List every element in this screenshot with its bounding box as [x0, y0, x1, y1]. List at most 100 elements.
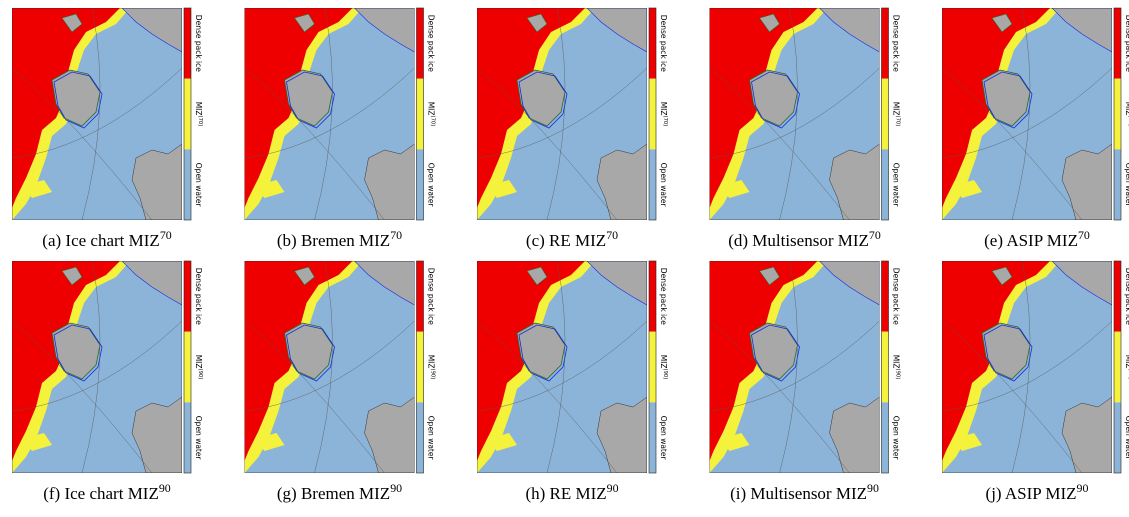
colorbar-label: Dense pack ice [194, 15, 203, 72]
colorbar-dense [1114, 8, 1121, 79]
caption-letter: (f) [43, 484, 60, 503]
caption-title: Multisensor MIZ [750, 484, 867, 503]
colorbar-label: Dense pack ice [659, 15, 668, 72]
map-image [477, 261, 647, 473]
colorbar-dense [882, 261, 889, 332]
panel: Dense pack ice MIZ(70) Open water (d) Multi… [710, 8, 901, 250]
map-image [12, 261, 182, 473]
colorbar-dense [882, 8, 889, 79]
colorbar-label-sup: (70) [197, 116, 203, 127]
colorbar-label-text: Open water [427, 163, 436, 208]
caption-title: Bremen MIZ [301, 484, 390, 503]
colorbar-label: Dense pack ice [194, 268, 203, 325]
colorbar-open [417, 149, 424, 220]
colorbar-label-text: Dense pack ice [1124, 15, 1129, 72]
caption-letter: (g) [277, 484, 297, 503]
map-image [942, 261, 1112, 473]
panel: Dense pack ice MIZ(90) Open water (j) ASIP … [942, 261, 1129, 503]
caption: (d) Multisensor MIZ70 [728, 228, 881, 250]
caption-sup: 70 [390, 228, 402, 242]
colorbar-label-text: Dense pack ice [1124, 268, 1129, 325]
colorbar-label: Dense pack ice [659, 268, 668, 325]
colorbar-label-text: Dense pack ice [659, 268, 668, 325]
caption-letter: (d) [728, 231, 748, 250]
caption-letter: (a) [42, 231, 61, 250]
colorbar-label: MIZ(70) [194, 102, 203, 127]
colorbar-label: Dense pack ice [892, 15, 901, 72]
caption-sup: 70 [1078, 228, 1090, 242]
colorbar-label: Dense pack ice [427, 15, 436, 72]
colorbar-label-text: MIZ [1124, 355, 1129, 369]
caption-title: Ice chart MIZ [65, 231, 159, 250]
caption-title: Multisensor MIZ [752, 231, 869, 250]
colorbar-miz [184, 79, 191, 150]
map-image [245, 8, 415, 220]
colorbar-label-text: MIZ [659, 355, 668, 369]
caption: (b) Bremen MIZ70 [277, 228, 402, 250]
colorbar-open [184, 402, 191, 473]
colorbar-open [649, 149, 656, 220]
colorbar-label-text: Open water [1124, 416, 1129, 461]
panel: Dense pack iceMIZ(90)Open water(f) Ice c… [12, 261, 203, 503]
colorbar-dense [417, 8, 424, 79]
figure: Dense pack iceMIZ(70)Open water(a) Ice c… [0, 0, 1129, 512]
caption-title: ASIP MIZ [1005, 484, 1077, 503]
colorbar-label-text: Open water [427, 416, 436, 461]
caption-title: RE MIZ [549, 231, 606, 250]
colorbar-miz [649, 79, 656, 150]
caption: (a) Ice chart MIZ70 [42, 228, 171, 250]
caption: (g) Bremen MIZ90 [277, 481, 402, 503]
colorbar-label-sup: (70) [895, 116, 901, 127]
colorbar-dense [1114, 261, 1121, 332]
colorbar-label-text: Dense pack ice [427, 15, 436, 72]
colorbar-label: MIZ(70) [659, 102, 668, 127]
colorbar-label-text: Open water [194, 163, 203, 208]
colorbar-label-sup: (90) [662, 369, 668, 380]
caption-letter: (j) [986, 484, 1002, 503]
colorbar-label: Open water [892, 416, 901, 461]
colorbar-label: Open water [659, 416, 668, 461]
colorbar-label: Open water [194, 163, 203, 208]
caption-title: ASIP MIZ [1006, 231, 1078, 250]
colorbar-miz [417, 332, 424, 403]
colorbar-label-text: MIZ [892, 355, 901, 369]
caption: (e) ASIP MIZ70 [984, 228, 1090, 250]
colorbar-open [882, 402, 889, 473]
colorbar-label: MIZ(90) [659, 355, 668, 380]
colorbar-label-text: MIZ [892, 102, 901, 116]
map-image [477, 8, 647, 220]
colorbar-label: Open water [1124, 163, 1129, 208]
colorbar-dense [184, 261, 191, 332]
panel: Dense pack iceMIZ(90)Open water(g) Breme… [245, 261, 436, 503]
colorbar-label: Dense pack ice [427, 268, 436, 325]
colorbar-label: Open water [659, 163, 668, 208]
map-image [12, 8, 182, 220]
colorbar-dense [417, 261, 424, 332]
colorbar-label: MIZ(70) [1124, 102, 1129, 127]
caption-letter: (h) [525, 484, 545, 503]
colorbar-miz [417, 79, 424, 150]
colorbar-label-sup: (70) [662, 116, 668, 127]
colorbar-label: Open water [427, 163, 436, 208]
colorbar-label-text: MIZ [427, 102, 436, 116]
colorbar-open [882, 149, 889, 220]
map-image [245, 261, 415, 473]
colorbar-label: Open water [892, 163, 901, 208]
map-image [942, 8, 1112, 220]
colorbar-open [417, 402, 424, 473]
caption-sup: 90 [390, 481, 402, 495]
colorbar-label: MIZ(90) [1124, 355, 1129, 380]
colorbar-open [1114, 149, 1121, 220]
colorbar-label-text: Dense pack ice [892, 268, 901, 325]
colorbar-label: MIZ(70) [892, 102, 901, 127]
caption: (h) RE MIZ90 [525, 481, 618, 503]
colorbar-label: Dense pack ice [892, 268, 901, 325]
caption-sup: 90 [1077, 481, 1089, 495]
colorbar-label-text: Open water [892, 163, 901, 208]
colorbar-open [184, 149, 191, 220]
colorbar-label-text: MIZ [194, 355, 203, 369]
panel: Dense pack ice MIZ(70) Open water (a) Ice c… [12, 8, 203, 250]
colorbar-label-sup: (90) [895, 369, 901, 380]
